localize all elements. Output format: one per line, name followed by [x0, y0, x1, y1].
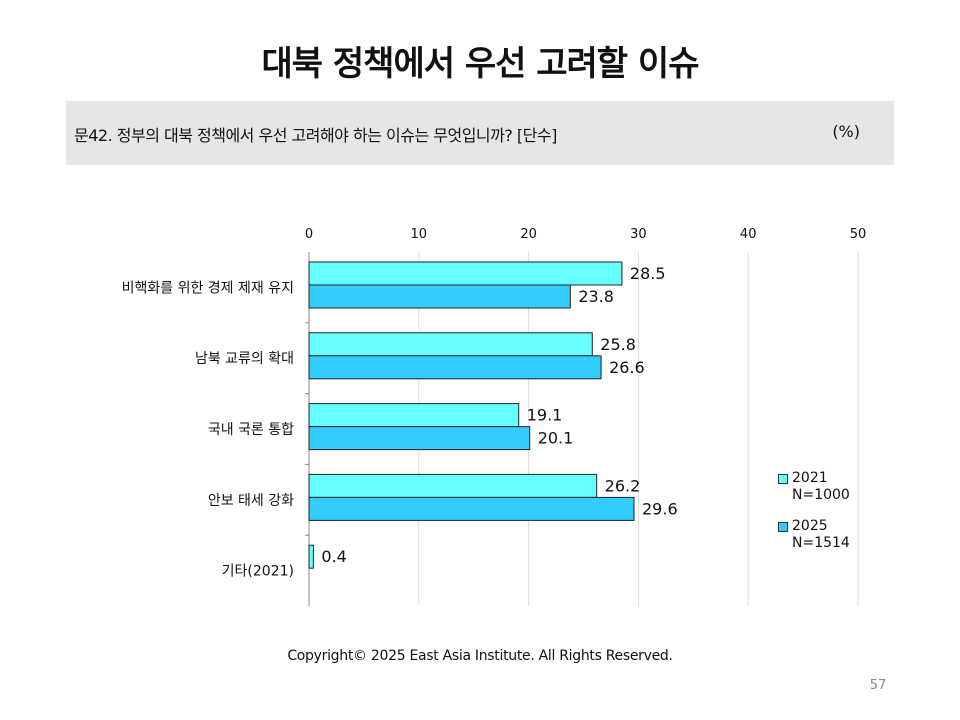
category-label: 남북 교류의 확대 — [195, 351, 294, 367]
bar — [308, 332, 593, 357]
bar — [308, 403, 520, 428]
data-label: 23.8 — [578, 287, 614, 306]
legend-item-2021: 2021 N=1000 — [778, 470, 850, 504]
question-banner: 문42. 정부의 대북 정책에서 우선 고려해야 하는 이슈는 무엇입니까? [… — [66, 101, 894, 165]
legend-swatch-2025 — [778, 522, 788, 532]
category-label: 국내 국론 통합 — [208, 422, 294, 438]
bar — [308, 544, 314, 569]
bar — [308, 473, 598, 498]
data-label: 25.8 — [600, 335, 636, 354]
bar — [308, 496, 635, 521]
bar — [308, 426, 531, 451]
category-label: 안보 태세 강화 — [208, 493, 294, 509]
x-tick-label: 0 — [305, 227, 313, 242]
legend-swatch-2021 — [778, 474, 788, 484]
page-number: 57 — [869, 678, 887, 693]
x-tick-label: 20 — [520, 227, 537, 242]
question-text: 문42. 정부의 대북 정책에서 우선 고려해야 하는 이슈는 무엇입니까? [… — [74, 126, 557, 145]
x-tick-label: 30 — [630, 227, 647, 242]
category-label: 기타(2021) — [222, 564, 294, 580]
unit-label: (%) — [832, 122, 860, 141]
legend-n-2021: N=1000 — [792, 487, 850, 503]
chart-legend: 2021 N=1000 2025 N=1514 — [778, 470, 850, 566]
x-tick-label: 40 — [740, 227, 757, 242]
bar — [308, 261, 623, 286]
category-label: 비핵화를 위한 경제 제재 유지 — [122, 280, 294, 296]
copyright-footer: Copyright© 2025 East Asia Institute. All… — [287, 648, 673, 664]
x-tick-label: 50 — [850, 227, 867, 242]
data-label: 19.1 — [527, 406, 563, 425]
data-label: 0.4 — [321, 547, 346, 566]
legend-n-2025: N=1514 — [792, 535, 850, 551]
bar — [308, 355, 602, 380]
data-label: 20.1 — [538, 429, 574, 448]
legend-year-2021: 2021 — [792, 470, 828, 486]
legend-item-2025: 2025 N=1514 — [778, 518, 850, 552]
bar — [308, 284, 571, 309]
x-tick-label: 10 — [411, 227, 428, 242]
slide-title: 대북 정책에서 우선 고려할 이슈 — [261, 44, 700, 84]
data-label: 28.5 — [630, 264, 666, 283]
legend-year-2025: 2025 — [792, 518, 828, 534]
data-label: 29.6 — [642, 499, 678, 518]
data-label: 26.2 — [605, 476, 641, 495]
data-label: 26.6 — [609, 358, 645, 377]
